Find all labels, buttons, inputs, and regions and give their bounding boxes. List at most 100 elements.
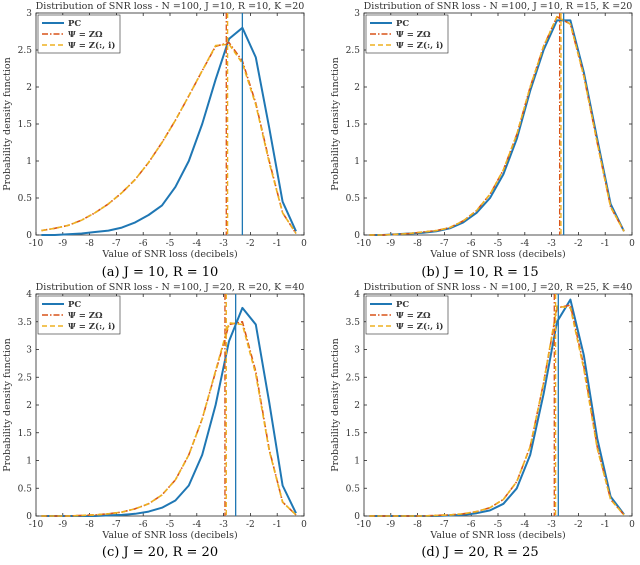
y-tick-label: 1.5 xyxy=(346,120,361,130)
y-tick-label: 2.5 xyxy=(346,46,361,56)
chart-panel-d: Distribution of SNR loss - N =100, J =20… xyxy=(330,282,635,541)
x-tick-label: -10 xyxy=(357,239,372,249)
x-axis-label: Value of SNR loss (decibels) xyxy=(429,530,565,541)
x-tick-label: -1 xyxy=(601,239,610,249)
x-tick-label: -7 xyxy=(112,239,121,249)
x-tick-label: -3 xyxy=(219,239,228,249)
x-tick-label: -9 xyxy=(58,520,67,530)
x-tick-label: -10 xyxy=(29,520,44,530)
chart-title: Distribution of SNR loss - N =100, J =20… xyxy=(36,282,305,293)
legend-box xyxy=(365,295,449,335)
legend-label-pc: PC xyxy=(68,19,81,29)
legend-box xyxy=(365,14,449,54)
y-tick-label: 0 xyxy=(354,231,360,241)
y-axis-label: Probability density function xyxy=(2,57,13,191)
y-tick-label: 0.5 xyxy=(18,194,33,204)
legend-label-zomega: Ψ = ZΩ xyxy=(396,311,431,321)
caption-b: (b) J = 10, R = 15 xyxy=(421,265,539,280)
y-tick-label: 1.5 xyxy=(18,120,33,130)
x-tick-label: -3 xyxy=(219,520,228,530)
x-tick-label: -1 xyxy=(601,520,610,530)
x-tick-label: -4 xyxy=(520,239,529,249)
y-axis-label: Probability density function xyxy=(2,338,13,472)
y-tick-label: 2 xyxy=(354,83,360,93)
y-tick-label: 1 xyxy=(354,457,360,467)
y-tick-label: 2.5 xyxy=(18,373,33,383)
x-tick-label: -4 xyxy=(192,520,201,530)
legend-label-zcol: Ψ = Z(:, i) xyxy=(396,40,443,51)
x-tick-label: -6 xyxy=(467,239,476,249)
y-tick-label: 1 xyxy=(26,157,32,167)
series-line-zomega xyxy=(41,320,297,517)
y-tick-label: 1 xyxy=(26,457,32,467)
series-line-zcol xyxy=(41,43,297,234)
series-line-zcol xyxy=(369,305,625,517)
y-tick-label: 1.5 xyxy=(18,429,33,439)
y-tick-label: 2.5 xyxy=(18,46,33,56)
y-tick-label: 4 xyxy=(354,290,360,300)
y-tick-label: 1 xyxy=(354,157,360,167)
x-tick-label: -10 xyxy=(29,239,44,249)
x-tick-label: -8 xyxy=(413,239,422,249)
y-tick-label: 2 xyxy=(26,401,32,411)
x-tick-label: 0 xyxy=(629,520,635,530)
y-tick-label: 2 xyxy=(26,83,32,93)
caption-d: (d) J = 20, R = 25 xyxy=(421,545,539,560)
y-tick-label: 3 xyxy=(26,9,32,19)
y-tick-label: 0 xyxy=(26,512,32,522)
x-tick-label: -2 xyxy=(574,520,583,530)
x-axis-label: Value of SNR loss (decibels) xyxy=(429,249,565,260)
legend-box xyxy=(37,14,121,54)
x-tick-label: -8 xyxy=(85,520,94,530)
y-tick-label: 3.5 xyxy=(346,318,361,328)
x-axis-label: Value of SNR loss (decibels) xyxy=(101,249,237,260)
legend-label-pc: PC xyxy=(396,300,409,310)
y-tick-label: 2.5 xyxy=(346,373,361,383)
y-tick-label: 3.5 xyxy=(18,318,33,328)
chart-title: Distribution of SNR loss - N =100, J =20… xyxy=(364,282,633,293)
x-tick-label: -6 xyxy=(139,520,148,530)
legend-label-zcol: Ψ = Z(:, i) xyxy=(68,40,115,51)
x-tick-label: -9 xyxy=(58,239,67,249)
x-tick-label: -5 xyxy=(494,520,503,530)
y-tick-label: 3 xyxy=(354,346,360,356)
x-tick-label: -7 xyxy=(112,520,121,530)
x-tick-label: -5 xyxy=(494,239,503,249)
legend-label-zomega: Ψ = ZΩ xyxy=(396,30,431,40)
x-tick-label: -5 xyxy=(166,239,175,249)
chart-title: Distribution of SNR loss - N =100, J =10… xyxy=(364,1,633,12)
x-tick-label: -4 xyxy=(192,239,201,249)
x-tick-label: 0 xyxy=(629,239,635,249)
x-tick-label: -7 xyxy=(440,520,449,530)
chart-panel-c: Distribution of SNR loss - N =100, J =20… xyxy=(2,282,307,541)
chart-panel-b: Distribution of SNR loss - N =100, J =10… xyxy=(330,1,635,260)
series-line-zcol xyxy=(41,322,297,517)
series-line-zomega xyxy=(369,304,625,517)
y-tick-label: 0 xyxy=(26,231,32,241)
x-tick-label: -10 xyxy=(357,520,372,530)
series-line-pc xyxy=(41,306,297,517)
legend-label-pc: PC xyxy=(68,300,81,310)
legend-label-pc: PC xyxy=(396,19,409,29)
legend-label-zomega: Ψ = ZΩ xyxy=(68,30,103,40)
x-tick-label: -4 xyxy=(520,520,529,530)
x-tick-label: -2 xyxy=(574,239,583,249)
legend-label-zomega: Ψ = ZΩ xyxy=(68,311,103,321)
y-tick-label: 0.5 xyxy=(18,484,33,494)
y-axis-label: Probability density function xyxy=(330,338,341,472)
x-tick-label: -3 xyxy=(547,520,556,530)
x-tick-label: -9 xyxy=(386,239,395,249)
x-tick-label: 0 xyxy=(301,239,307,249)
x-tick-label: -2 xyxy=(246,239,255,249)
series-line-pc xyxy=(41,26,297,236)
x-tick-label: -6 xyxy=(467,520,476,530)
caption-a: (a) J = 10, R = 10 xyxy=(101,265,219,280)
x-tick-label: -7 xyxy=(440,239,449,249)
y-tick-label: 0.5 xyxy=(346,194,361,204)
x-tick-label: -8 xyxy=(413,520,422,530)
y-axis-label: Probability density function xyxy=(330,57,341,191)
chart-title: Distribution of SNR loss - N =100, J =10… xyxy=(36,1,305,12)
caption-c: (c) J = 20, R = 20 xyxy=(101,545,219,560)
x-tick-label: -5 xyxy=(166,520,175,530)
